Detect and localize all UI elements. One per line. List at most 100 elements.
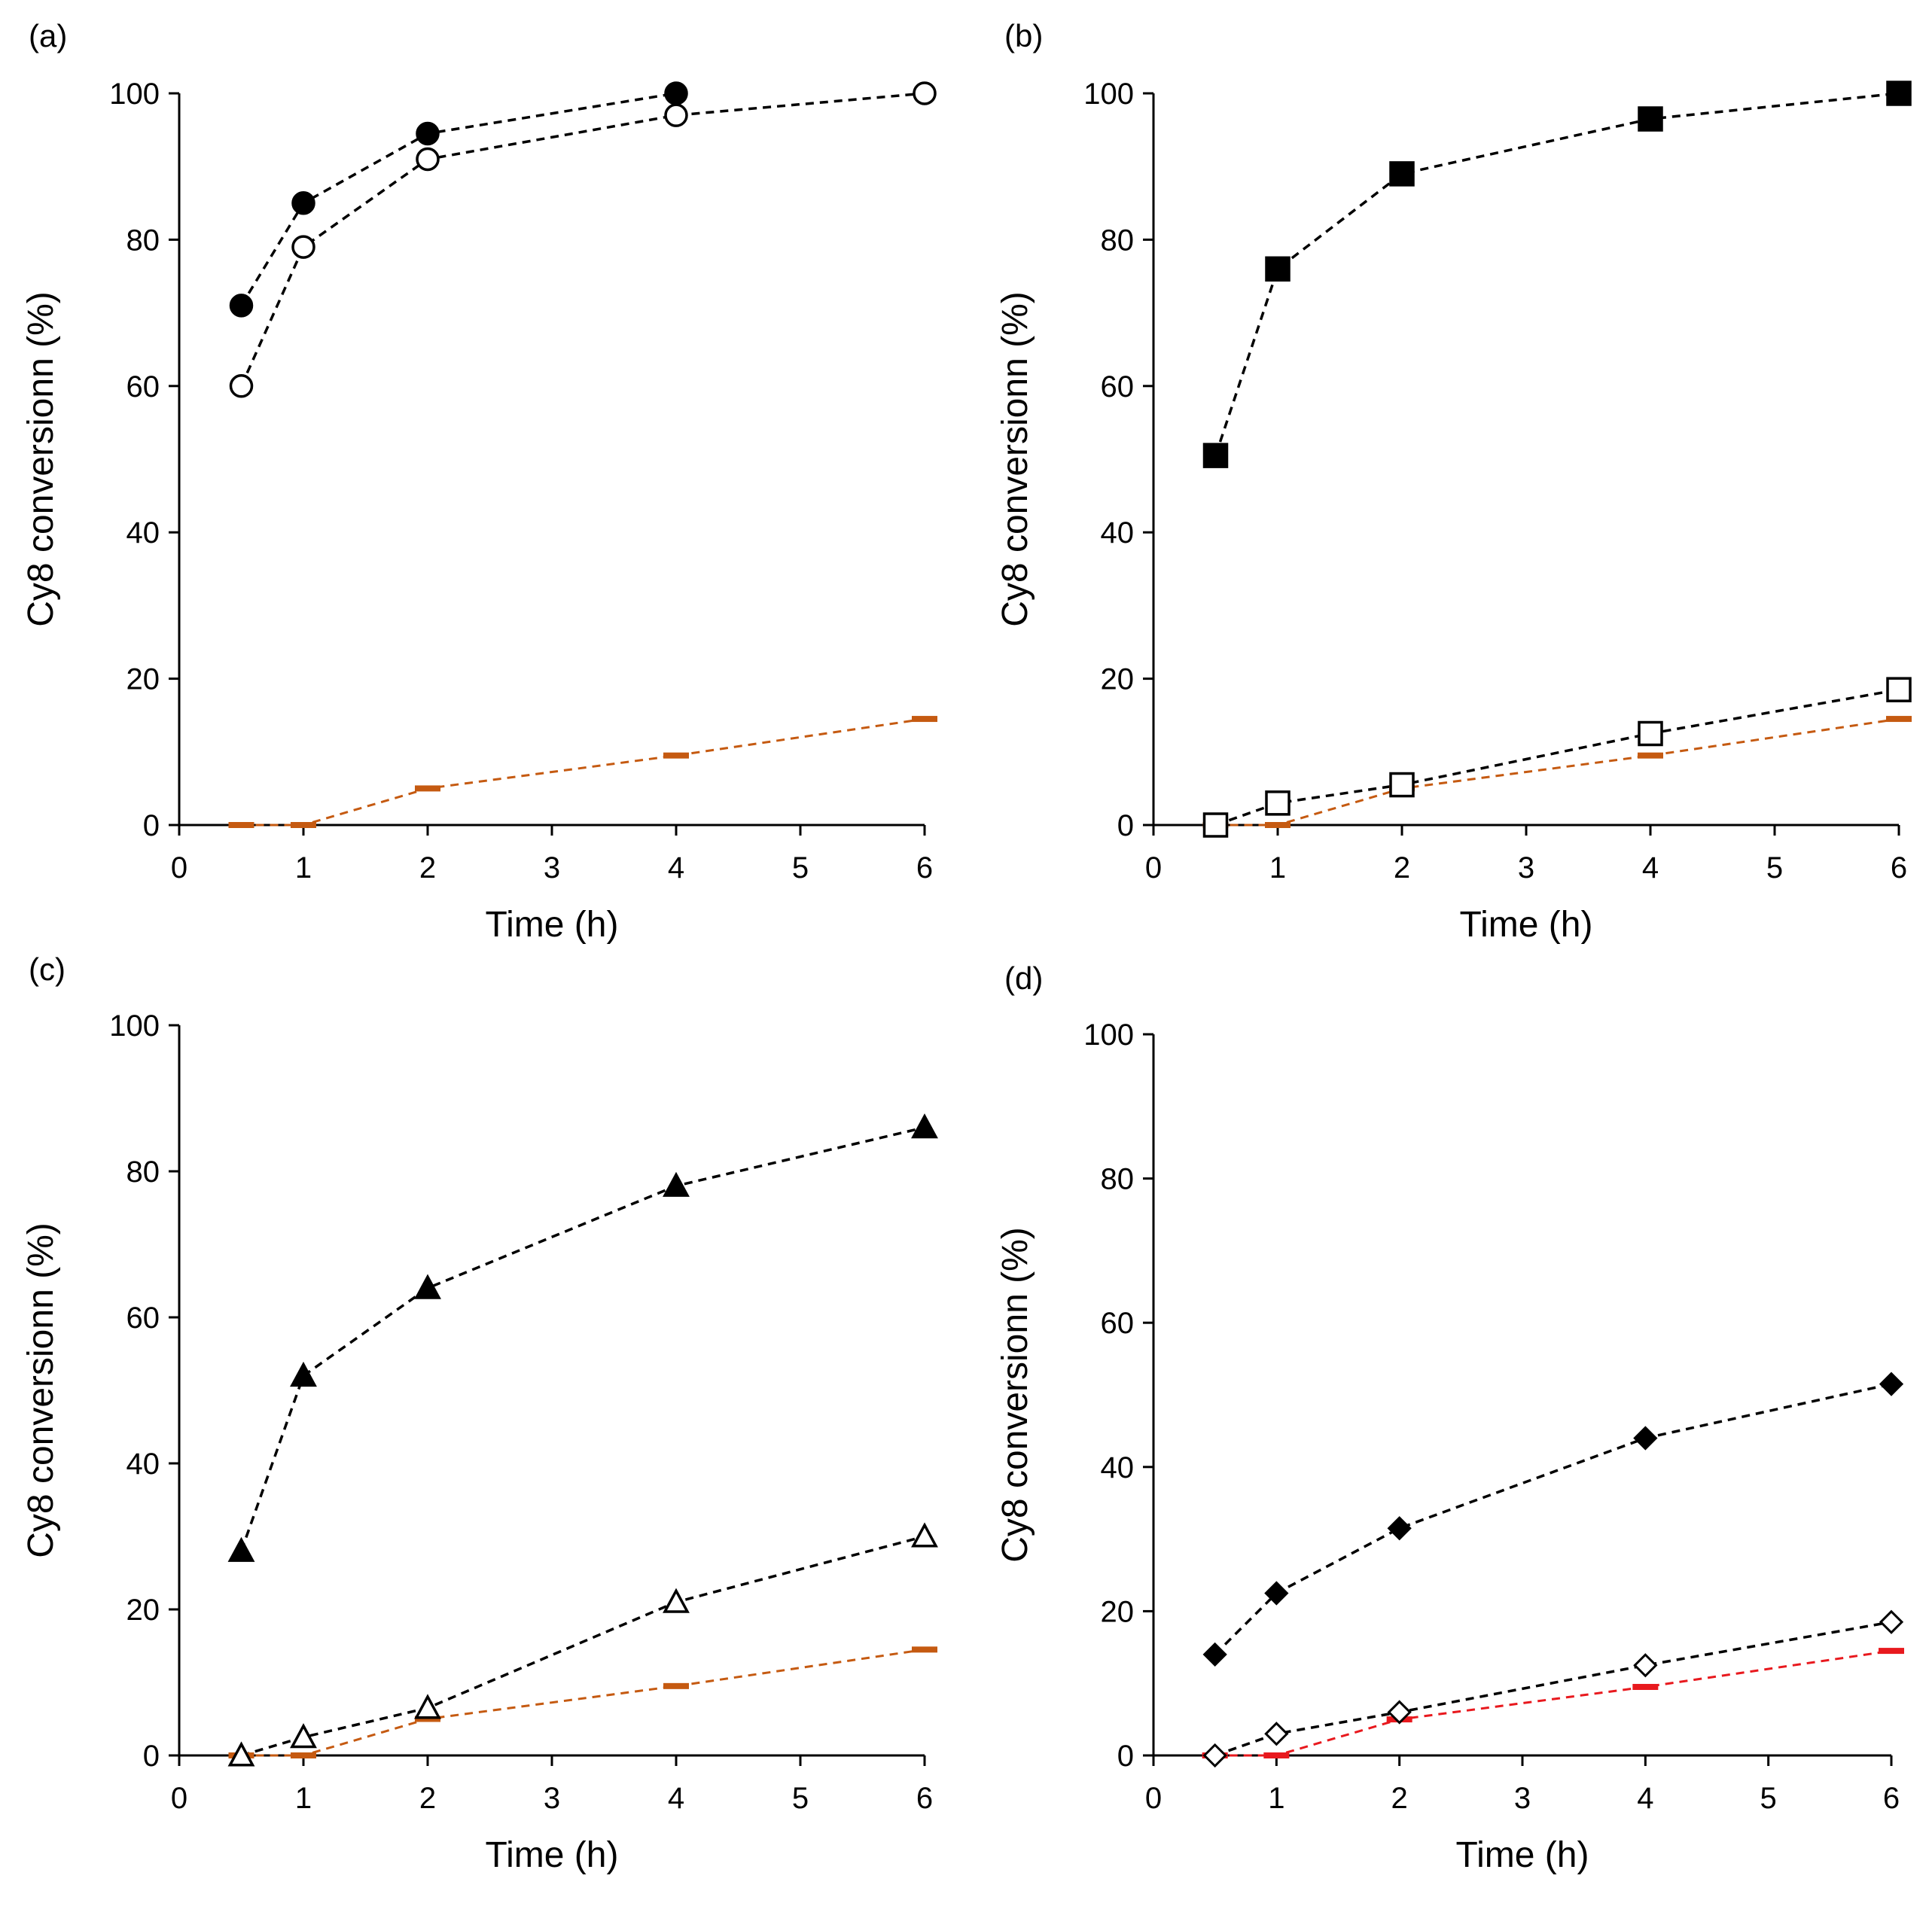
x-tick-label: 2 — [419, 851, 436, 884]
x-axis-title: Time (h) — [486, 905, 619, 945]
data-point-triangle — [290, 1361, 317, 1387]
y-tick-label: 100 — [1083, 1018, 1134, 1052]
y-tick-label: 20 — [126, 663, 160, 696]
y-tick-label: 60 — [1101, 1307, 1135, 1340]
panel-label: (c) — [29, 951, 66, 987]
data-point-dash — [415, 1716, 440, 1722]
y-tick-label: 60 — [1101, 370, 1135, 403]
x-tick-label: 3 — [544, 851, 560, 884]
data-point-circle — [229, 294, 254, 318]
data-point-circle — [416, 121, 440, 146]
data-point-triangle — [414, 1694, 441, 1719]
data-point-triangle — [290, 1723, 317, 1749]
series-line — [239, 92, 925, 387]
y-tick-label: 80 — [126, 1155, 160, 1189]
data-point-dash — [1632, 1683, 1659, 1690]
y-tick-label: 60 — [126, 1302, 160, 1335]
data-point-dash — [1879, 1648, 1904, 1655]
x-tick-label: 4 — [668, 851, 684, 884]
y-tick-label: 0 — [1117, 1740, 1134, 1773]
data-point-diamond — [1202, 1743, 1227, 1768]
data-point-diamond — [1879, 1609, 1904, 1634]
data-point-square — [1886, 81, 1912, 106]
data-point-triangle — [663, 1588, 690, 1613]
data-point-square — [1265, 790, 1291, 816]
y-tick-label: 60 — [126, 370, 160, 403]
y-axis-title: Cy8 conversionn (%) — [21, 291, 61, 627]
y-axis-title: Cy8 conversionn (%) — [21, 1222, 61, 1558]
x-tick-label: 1 — [295, 851, 312, 884]
data-point-dash — [291, 1752, 316, 1758]
y-tick-label: 40 — [1101, 1451, 1135, 1484]
x-tick-label: 2 — [1391, 1782, 1408, 1815]
x-tick-label: 5 — [1766, 851, 1783, 884]
y-tick-label: 40 — [1101, 516, 1135, 550]
data-point-circle — [291, 235, 315, 259]
series-line — [241, 717, 925, 827]
y-axis-title: Cy8 conversionn (%) — [995, 291, 1035, 627]
y-tick-label: 40 — [126, 1448, 160, 1481]
data-point-circle — [664, 103, 688, 127]
series-line — [241, 1535, 925, 1757]
y-tick-label: 40 — [126, 516, 160, 550]
data-point-dash — [1263, 1752, 1290, 1758]
data-point-dash — [228, 822, 254, 828]
y-tick-label: 80 — [1101, 224, 1135, 257]
x-tick-label: 0 — [1145, 851, 1162, 884]
data-point-dash — [663, 752, 689, 759]
series-line — [1214, 688, 1900, 827]
data-point-dash — [1886, 716, 1912, 723]
y-tick-label: 80 — [1101, 1163, 1135, 1196]
panel-b: (b) 0 20 40 60 80 100 0 1 2 3 4 5 6 Time (h) Cy8 conver… — [995, 18, 1912, 945]
series-line — [1214, 1621, 1892, 1757]
series-line — [240, 92, 677, 306]
data-point-square — [1202, 812, 1229, 838]
x-tick-label: 6 — [916, 1782, 933, 1815]
data-point-diamond — [1202, 1642, 1227, 1667]
series-line — [1215, 717, 1900, 827]
data-point-triangle — [227, 1536, 255, 1562]
x-tick-label: 3 — [544, 1782, 560, 1815]
data-point-diamond — [1387, 1700, 1412, 1725]
y-tick-label: 100 — [109, 78, 160, 111]
data-point-square — [1265, 256, 1291, 282]
y-tick-label: 0 — [143, 1740, 160, 1773]
x-tick-label: 0 — [171, 851, 187, 884]
panel-label: (d) — [1004, 961, 1043, 996]
panel-a: (a) 0 20 40 60 80 100 0 1 2 3 4 5 6 Time (h) Cy8 conver… — [21, 18, 937, 945]
data-point-square — [1389, 161, 1415, 187]
data-point-diamond — [1264, 1581, 1289, 1606]
x-tick-label: 2 — [1394, 851, 1410, 884]
x-tick-label: 1 — [295, 1782, 312, 1815]
x-axis-title: Time (h) — [486, 1835, 619, 1875]
y-tick-label: 20 — [1101, 663, 1135, 696]
y-axis-title: Cy8 conversionn (%) — [995, 1227, 1035, 1563]
x-tick-label: 3 — [1514, 1782, 1531, 1815]
x-axis-title: Time (h) — [1456, 1835, 1589, 1875]
data-point-triangle — [911, 1522, 938, 1548]
series-line — [239, 1126, 925, 1551]
y-tick-label: 20 — [126, 1594, 160, 1627]
x-axis-title: Time (h) — [1460, 905, 1593, 945]
x-tick-label: 6 — [1883, 1782, 1900, 1815]
y-tick-label: 0 — [143, 809, 160, 842]
data-point-triangle — [227, 1741, 255, 1767]
data-point-triangle — [663, 1171, 690, 1197]
data-point-dash — [415, 785, 440, 792]
data-point-diamond — [1387, 1516, 1412, 1541]
x-tick-label: 4 — [1637, 1782, 1653, 1815]
x-tick-label: 6 — [916, 851, 933, 884]
data-point-square — [1638, 106, 1663, 132]
x-tick-label: 5 — [1760, 1782, 1777, 1815]
data-point-diamond — [1264, 1722, 1289, 1746]
data-point-square — [1638, 720, 1663, 747]
x-tick-label: 4 — [1642, 851, 1659, 884]
x-tick-label: 0 — [1145, 1782, 1162, 1815]
data-point-square — [1202, 443, 1229, 468]
data-point-dash — [663, 1682, 689, 1689]
data-point-dash — [1638, 752, 1663, 759]
series-line — [1214, 92, 1900, 456]
data-point-circle — [291, 191, 315, 215]
data-point-diamond — [1633, 1653, 1658, 1678]
